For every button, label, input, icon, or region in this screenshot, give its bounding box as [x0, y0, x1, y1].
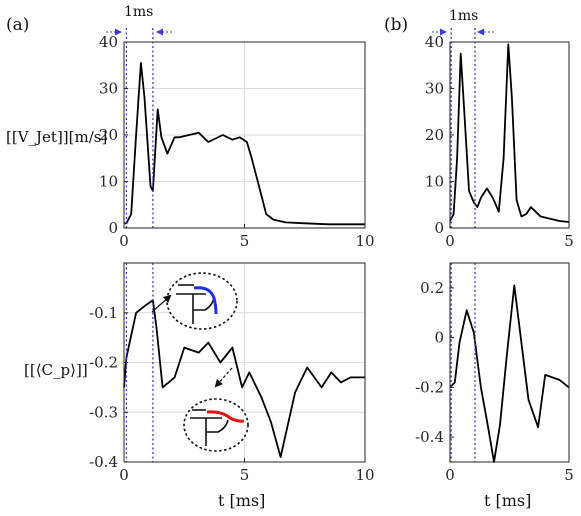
y-tick-label: 20: [99, 126, 118, 144]
y-tick-label: -0.3: [89, 403, 118, 421]
y-tick-label: 40: [99, 33, 118, 51]
inset-arrow-2: [214, 367, 233, 388]
inset-blue-flap-diagram: [166, 272, 238, 330]
plot-area: [450, 263, 569, 462]
x-tick-label: 5: [564, 232, 574, 250]
plot-a-top: 0 5 10 0 10 20 30 40: [99, 28, 375, 250]
plot-frame: [123, 262, 366, 463]
y-tick-label: -0.4: [415, 428, 444, 446]
y-tick-label: 10: [99, 173, 118, 191]
x-tick-label: 5: [240, 466, 250, 484]
y-tick-label: -0.2: [89, 354, 118, 372]
marker-label-a: 1ms: [124, 4, 153, 20]
inset-red-flap-diagram: [183, 398, 249, 452]
x-tick-label: 0: [119, 466, 129, 484]
x-label-b: t [ms]: [484, 491, 531, 510]
x-label-a: t [ms]: [218, 491, 265, 510]
plot-frame: [123, 41, 366, 229]
panel-a-label: (a): [6, 15, 29, 35]
y-tick-label: 20: [425, 126, 444, 144]
series-line-0: [124, 62, 365, 226]
y-tick-label: -0.4: [89, 453, 118, 471]
y-tick-label: 40: [425, 33, 444, 51]
inset-arrow-1: [151, 294, 172, 313]
x-tick-label: 0: [119, 232, 129, 250]
series-line-0: [449, 284, 570, 463]
y-tick-label: 0: [108, 219, 118, 237]
y-tick-label: 0: [434, 219, 444, 237]
x-tick-label: 10: [355, 466, 374, 484]
x-tick-label: 0: [445, 232, 455, 250]
y-tick-label: -0.2: [415, 378, 444, 396]
plot-a-bottom: 0 5 10 -0.4 -0.3 -0.2 -0.1: [89, 262, 375, 484]
y-label-bottom: [[⟨C_p⟩]]: [24, 361, 88, 379]
x-tick-label: 10: [355, 232, 374, 250]
plot-frame: [449, 41, 570, 229]
plot-frame: [449, 262, 570, 463]
panel-b-label: (b): [384, 15, 408, 35]
y-tick-label: 30: [99, 80, 118, 98]
marker-label-b: 1ms: [449, 8, 478, 24]
y-tick-label: 30: [425, 80, 444, 98]
plot-b-bottom: 0 5 -0.4 -0.2 0 0.2: [415, 262, 574, 484]
series-line-0: [449, 43, 570, 223]
y-tick-label: 10: [425, 173, 444, 191]
y-tick-label: 0: [434, 329, 444, 347]
plot-b-top: 0 5 0 10 20 30 40: [425, 28, 574, 250]
y-label-top: [[V_Jet]][m/s]: [6, 128, 107, 146]
x-tick-label: 5: [564, 466, 574, 484]
y-tick-label: 0.2: [420, 279, 444, 297]
y-tick-label: -0.1: [89, 304, 118, 322]
x-tick-label: 5: [240, 232, 250, 250]
x-tick-label: 0: [445, 466, 455, 484]
